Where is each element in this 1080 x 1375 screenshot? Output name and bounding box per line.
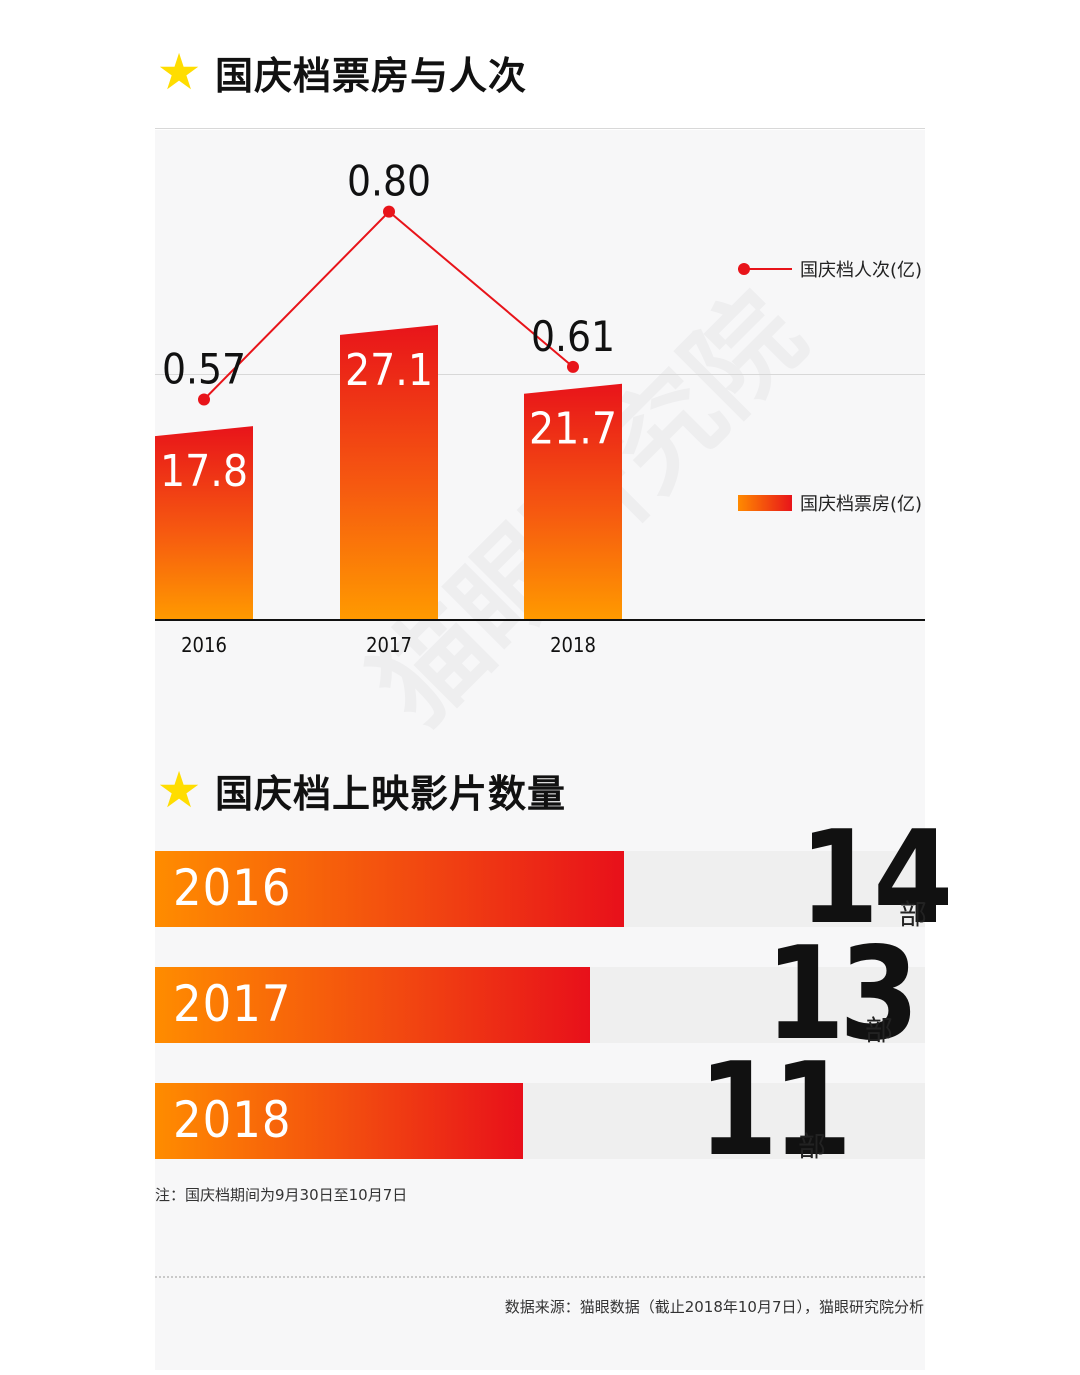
mid-gridline [155, 374, 925, 375]
x-axis [155, 619, 925, 621]
star-icon: ★ [156, 761, 202, 819]
bar-value-label: 17.8 [160, 446, 248, 497]
hbar-row-2017: 2017 [155, 967, 925, 1043]
hbar-year-label: 2017 [173, 975, 292, 1033]
hbar-unit-label: 部 [899, 898, 928, 931]
section-title-text: 国庆档票房与人次 [215, 53, 528, 98]
bar-value-label: 21.7 [529, 404, 617, 455]
star-icon: ★ [156, 43, 202, 101]
hbar-value-label: 14 [799, 804, 953, 953]
bar-2017 [340, 324, 438, 620]
hbar-unit-label: 部 [865, 1014, 894, 1047]
line-point-2017 [383, 205, 395, 218]
line-value-label: 0.61 [531, 312, 615, 361]
hbar-value-label: 13 [765, 920, 919, 1069]
x-tick-label: 2017 [366, 633, 412, 657]
legend-label-box-office: 国庆档票房(亿) [800, 494, 923, 515]
section-title-text: 国庆档上映影片数量 [215, 771, 567, 816]
x-tick-label: 2018 [550, 633, 596, 657]
bar-2018 [524, 383, 622, 620]
line-value-label: 0.57 [162, 345, 246, 394]
hbar-row-2018: 2018 [155, 1083, 925, 1159]
bar-2016 [155, 426, 253, 620]
chart-panel [155, 130, 925, 1370]
line-point-2016 [198, 393, 210, 406]
legend-item-people: 国庆档人次(亿) [738, 256, 922, 282]
hbar-year-label: 2018 [173, 1091, 292, 1149]
footnote: 注：国庆档期间为9月30日至10月7日 [155, 1186, 408, 1204]
line-value-label: 0.80 [347, 157, 431, 206]
bar-value-label: 27.1 [345, 345, 433, 396]
box-office-chart: 17.8 2016 27.1 2017 21.7 2018 0.57 0.80 0.61 [155, 157, 622, 657]
section-title-film-count: ★ 国庆档上映影片数量 [155, 760, 566, 820]
hbar-fill: 2016 [155, 851, 624, 927]
legend-item-box-office: 国庆档票房(亿) [738, 490, 922, 516]
x-tick-label: 2016 [181, 633, 227, 657]
hbar-unit-label: 部 [798, 1130, 827, 1163]
hbar-fill: 2018 [155, 1083, 523, 1159]
legend-label-people: 国庆档人次(亿) [800, 260, 923, 281]
legend-line-icon [738, 258, 792, 280]
data-source: 数据来源：猫眼数据（截止2018年10月7日），猫眼研究院分析 [504, 1298, 924, 1316]
dotted-divider [155, 1276, 925, 1278]
section-title-box-office: ★ 国庆档票房与人次 [155, 42, 527, 102]
legend-bar-icon [738, 495, 792, 511]
hbar-value-label: 11 [698, 1036, 852, 1185]
hbar-fill: 2017 [155, 967, 590, 1043]
hbar-year-label: 2016 [173, 859, 292, 917]
top-rule [155, 128, 925, 129]
line-point-2018 [567, 360, 579, 373]
hbar-row-2016: 2016 [155, 851, 925, 927]
